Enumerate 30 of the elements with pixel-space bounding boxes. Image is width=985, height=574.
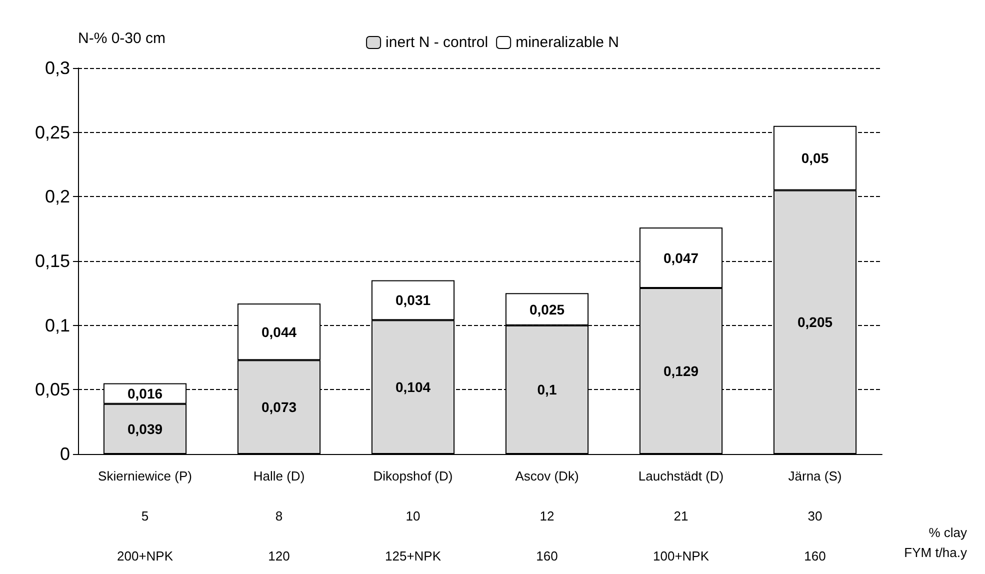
- data-label: 0,044: [261, 324, 297, 340]
- data-label: 0,129: [663, 363, 699, 380]
- data-label: 0,205: [797, 314, 833, 330]
- y-tick-label: 0,1: [44, 315, 70, 336]
- category-label: Järna (S) 30 160: [788, 468, 842, 564]
- y-tick-label: 0,05: [34, 380, 70, 400]
- data-label: 0,039: [127, 420, 163, 437]
- y-tick-label: 0,2: [44, 186, 70, 207]
- text: FYM t/ha.y: [904, 545, 968, 560]
- data-label: 0,016: [127, 386, 163, 402]
- y-tick-label: 0,25: [34, 122, 70, 142]
- data-label: 0,031: [395, 292, 431, 308]
- data-label: 0,073: [261, 399, 297, 416]
- category-label: Dikopshof (D) 10 125+NPK: [373, 468, 453, 564]
- data-label: 0,025: [529, 301, 565, 318]
- category-label: Lauchstädt (D) 21 100+NPK: [638, 468, 724, 564]
- legend-label: inert N - control: [386, 34, 488, 51]
- data-label: 0,05: [801, 150, 829, 166]
- data-label: 0,1: [537, 382, 557, 398]
- category-label: Ascov (Dk) 12 160: [515, 468, 579, 564]
- y-tick-label: 0,3: [44, 58, 70, 78]
- y-axis-title: N-% 0-30 cm: [78, 30, 166, 47]
- category-label: Skierniewice (P) 5 200+NPK: [98, 468, 192, 564]
- data-label: 0,104: [395, 379, 431, 396]
- legend-label: mineralizable N: [516, 34, 619, 51]
- y-tick-label: 0: [60, 444, 70, 464]
- y-tick-label: 0,15: [34, 251, 70, 271]
- text: % clay: [928, 525, 968, 540]
- category-label: Halle (D) 8 120: [253, 468, 305, 564]
- data-label: 0,047: [663, 250, 699, 266]
